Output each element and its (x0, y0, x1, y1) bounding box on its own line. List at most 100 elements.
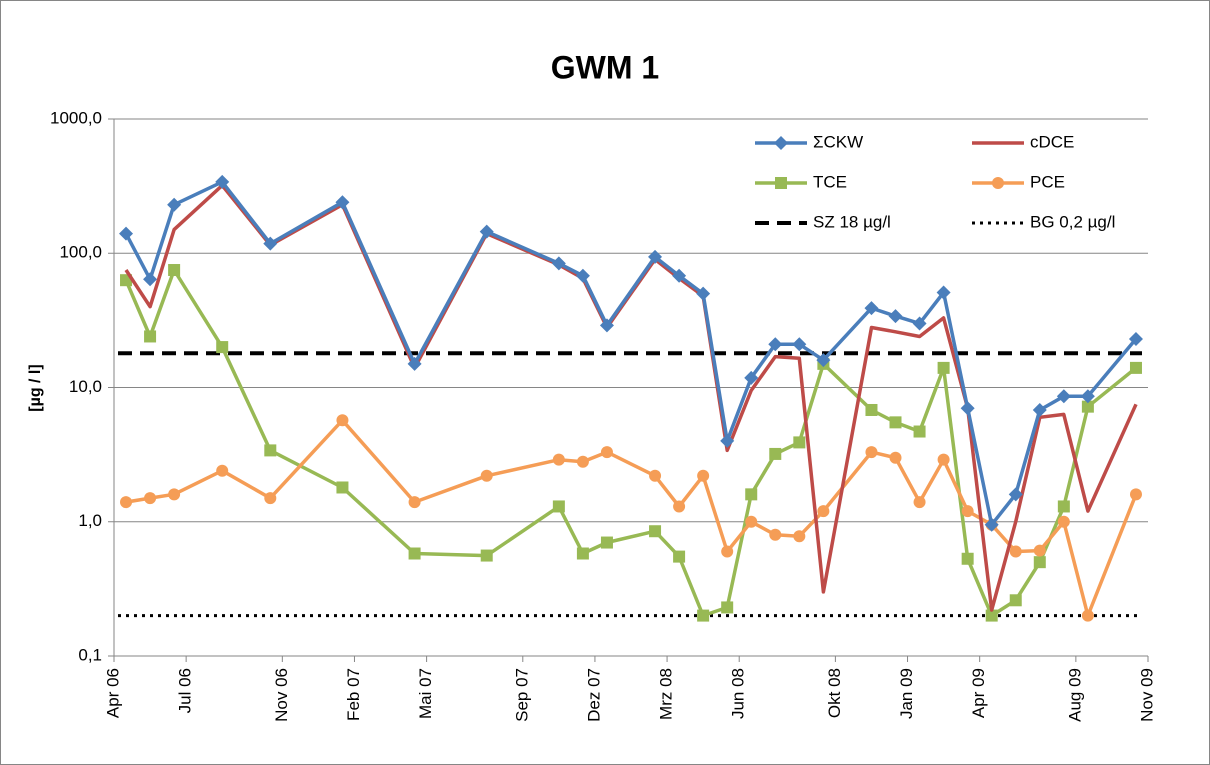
marker (552, 453, 565, 466)
marker (600, 536, 613, 549)
marker (216, 464, 229, 477)
y-tick-label: 100,0 (59, 243, 102, 262)
legend-marker (775, 177, 787, 189)
series-line (124, 183, 1138, 612)
marker (407, 356, 422, 371)
marker (648, 249, 663, 264)
x-tick-label: Sep 07 (512, 668, 531, 722)
marker (649, 469, 662, 482)
marker (889, 416, 902, 429)
legend-label: PCE (1030, 172, 1065, 191)
marker (961, 505, 974, 518)
marker (336, 414, 349, 427)
x-tick-label: Mrz 08 (657, 668, 676, 720)
marker (1056, 389, 1071, 404)
legend-label: SZ 18 µg/l (813, 212, 891, 231)
marker (889, 451, 902, 464)
x-tick-label: Apr 06 (103, 668, 122, 718)
marker (816, 353, 831, 368)
marker (1032, 402, 1047, 417)
marker (216, 341, 229, 354)
marker (600, 446, 613, 459)
y-tick-label: 10,0 (69, 377, 102, 396)
legend-label: BG 0,2 µg/l (1030, 212, 1115, 231)
marker (673, 550, 686, 563)
y-tick-label: 1000,0 (50, 108, 102, 127)
x-tick-label: Mai 07 (416, 668, 435, 719)
marker (936, 285, 951, 300)
marker (1033, 544, 1046, 557)
marker (864, 301, 879, 316)
marker (984, 517, 999, 532)
marker (1033, 556, 1046, 569)
marker (1008, 487, 1023, 502)
marker (120, 496, 133, 509)
marker (769, 528, 782, 541)
marker (697, 609, 710, 622)
marker (1009, 594, 1022, 607)
marker (480, 549, 493, 562)
x-tick-label: Jun 08 (729, 668, 748, 719)
marker (745, 515, 758, 528)
marker (912, 316, 927, 331)
marker (913, 496, 926, 509)
marker (576, 455, 589, 468)
legend-label: cDCE (1030, 132, 1074, 151)
marker (961, 552, 974, 565)
x-tick-label: Feb 07 (344, 668, 363, 721)
marker (696, 286, 711, 301)
marker (167, 197, 182, 212)
marker (769, 447, 782, 460)
marker (1057, 500, 1070, 513)
marker (1128, 331, 1143, 346)
y-tick-label: 0,1 (78, 645, 102, 664)
marker (960, 401, 975, 416)
marker (817, 505, 830, 518)
marker (551, 256, 566, 271)
marker (721, 601, 734, 614)
marker (144, 492, 157, 505)
legend-label: ΣCKW (813, 132, 863, 151)
marker (335, 195, 350, 210)
marker (479, 224, 494, 239)
marker (264, 492, 277, 505)
legend-label: TCE (813, 172, 847, 191)
marker (552, 500, 565, 513)
marker (768, 337, 783, 352)
marker (1129, 361, 1142, 374)
x-tick-label: Aug 09 (1065, 668, 1084, 722)
legend-marker (992, 177, 1004, 189)
y-tick-label: 1,0 (78, 511, 102, 530)
marker (673, 500, 686, 513)
chart-title: GWM 1 (551, 49, 659, 85)
marker (264, 444, 277, 457)
marker (672, 268, 687, 283)
marker (1129, 488, 1142, 501)
marker (144, 330, 157, 343)
marker (480, 469, 493, 482)
x-tick-label: Nov 09 (1137, 668, 1156, 722)
series-line (124, 180, 1138, 527)
marker (408, 496, 421, 509)
marker (697, 469, 710, 482)
y-axis-label: [µg / l] (27, 364, 44, 411)
marker (792, 337, 807, 352)
marker (937, 361, 950, 374)
marker (408, 547, 421, 560)
marker (263, 236, 278, 251)
legend-marker (774, 136, 788, 150)
marker (168, 264, 181, 277)
marker (720, 433, 735, 448)
marker (865, 403, 878, 416)
marker (649, 525, 662, 538)
x-tick-label: Jul 06 (176, 668, 195, 713)
marker (913, 425, 926, 438)
marker (793, 436, 806, 449)
x-tick-label: Okt 08 (825, 668, 844, 718)
marker (744, 370, 759, 385)
marker (1057, 515, 1070, 528)
marker (937, 453, 950, 466)
